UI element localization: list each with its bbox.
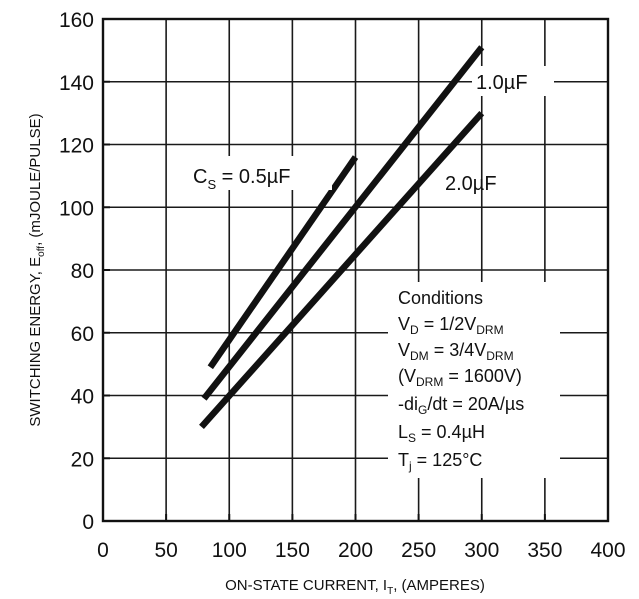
y-tick-label: 40: [71, 386, 94, 409]
condition-vdm: VDM = 3/4VDRM: [398, 340, 514, 363]
condition-vd: VD = 1/2VDRM: [398, 314, 504, 337]
series-line-2: [201, 45, 485, 401]
series-label-0-5uF: CS = 0.5µF: [193, 166, 290, 192]
y-tick-label: 0: [82, 511, 94, 534]
x-tick-label: 250: [401, 539, 436, 562]
x-tick-label: 400: [590, 539, 625, 562]
condition-didt: -diG/dt = 20A/µs: [398, 394, 524, 417]
condition-tj: Tj = 125°C: [398, 450, 482, 473]
y-axis-label: SWITCHING ENERGY, Eoff, (mJOULE/PULSE): [27, 113, 47, 426]
tick-marks: [102, 18, 609, 522]
condition-vdrm: (VDRM = 1600V): [398, 366, 522, 389]
series-label-bg-1-0uF: [472, 66, 554, 96]
x-tick-label: 300: [464, 539, 499, 562]
y-tick-label: 20: [71, 448, 94, 471]
y-tick-label: 80: [71, 260, 94, 283]
y-tick-label: 60: [71, 323, 94, 346]
x-tick-label: 350: [527, 539, 562, 562]
condition-ls: LS = 0.4µH: [398, 422, 485, 445]
series-label-bg-0-5uF: [190, 156, 332, 190]
x-axis-label: ON-STATE CURRENT, IT, (AMPERES): [225, 577, 485, 597]
x-tick-label: 200: [338, 539, 373, 562]
series-line-1: [207, 155, 359, 370]
y-tick-label: 160: [59, 9, 94, 32]
x-tick-label: 0: [97, 539, 109, 562]
y-tick-label: 140: [59, 72, 94, 95]
series-label-2-0uF: 2.0µF: [445, 173, 497, 195]
y-tick-label: 120: [59, 135, 94, 158]
x-tick-labels: 0 50 100 150 200 250 300 350 400: [97, 539, 625, 562]
conditions-title: Conditions: [398, 288, 483, 308]
x-tick-label: 50: [154, 539, 177, 562]
x-tick-label: 150: [275, 539, 310, 562]
series-line-3: [199, 110, 485, 430]
series-lines: [199, 45, 485, 430]
y-tick-labels: 0 20 40 60 80 100 120 140 160: [59, 9, 94, 534]
conditions-bg: [388, 282, 560, 478]
conditions-box: Conditions VD = 1/2VDRM VDM = 3/4VDRM (V…: [388, 282, 560, 478]
y-tick-label: 100: [59, 197, 94, 220]
series-label-1-0uF: 1.0µF: [476, 72, 528, 94]
x-tick-label: 100: [212, 539, 247, 562]
